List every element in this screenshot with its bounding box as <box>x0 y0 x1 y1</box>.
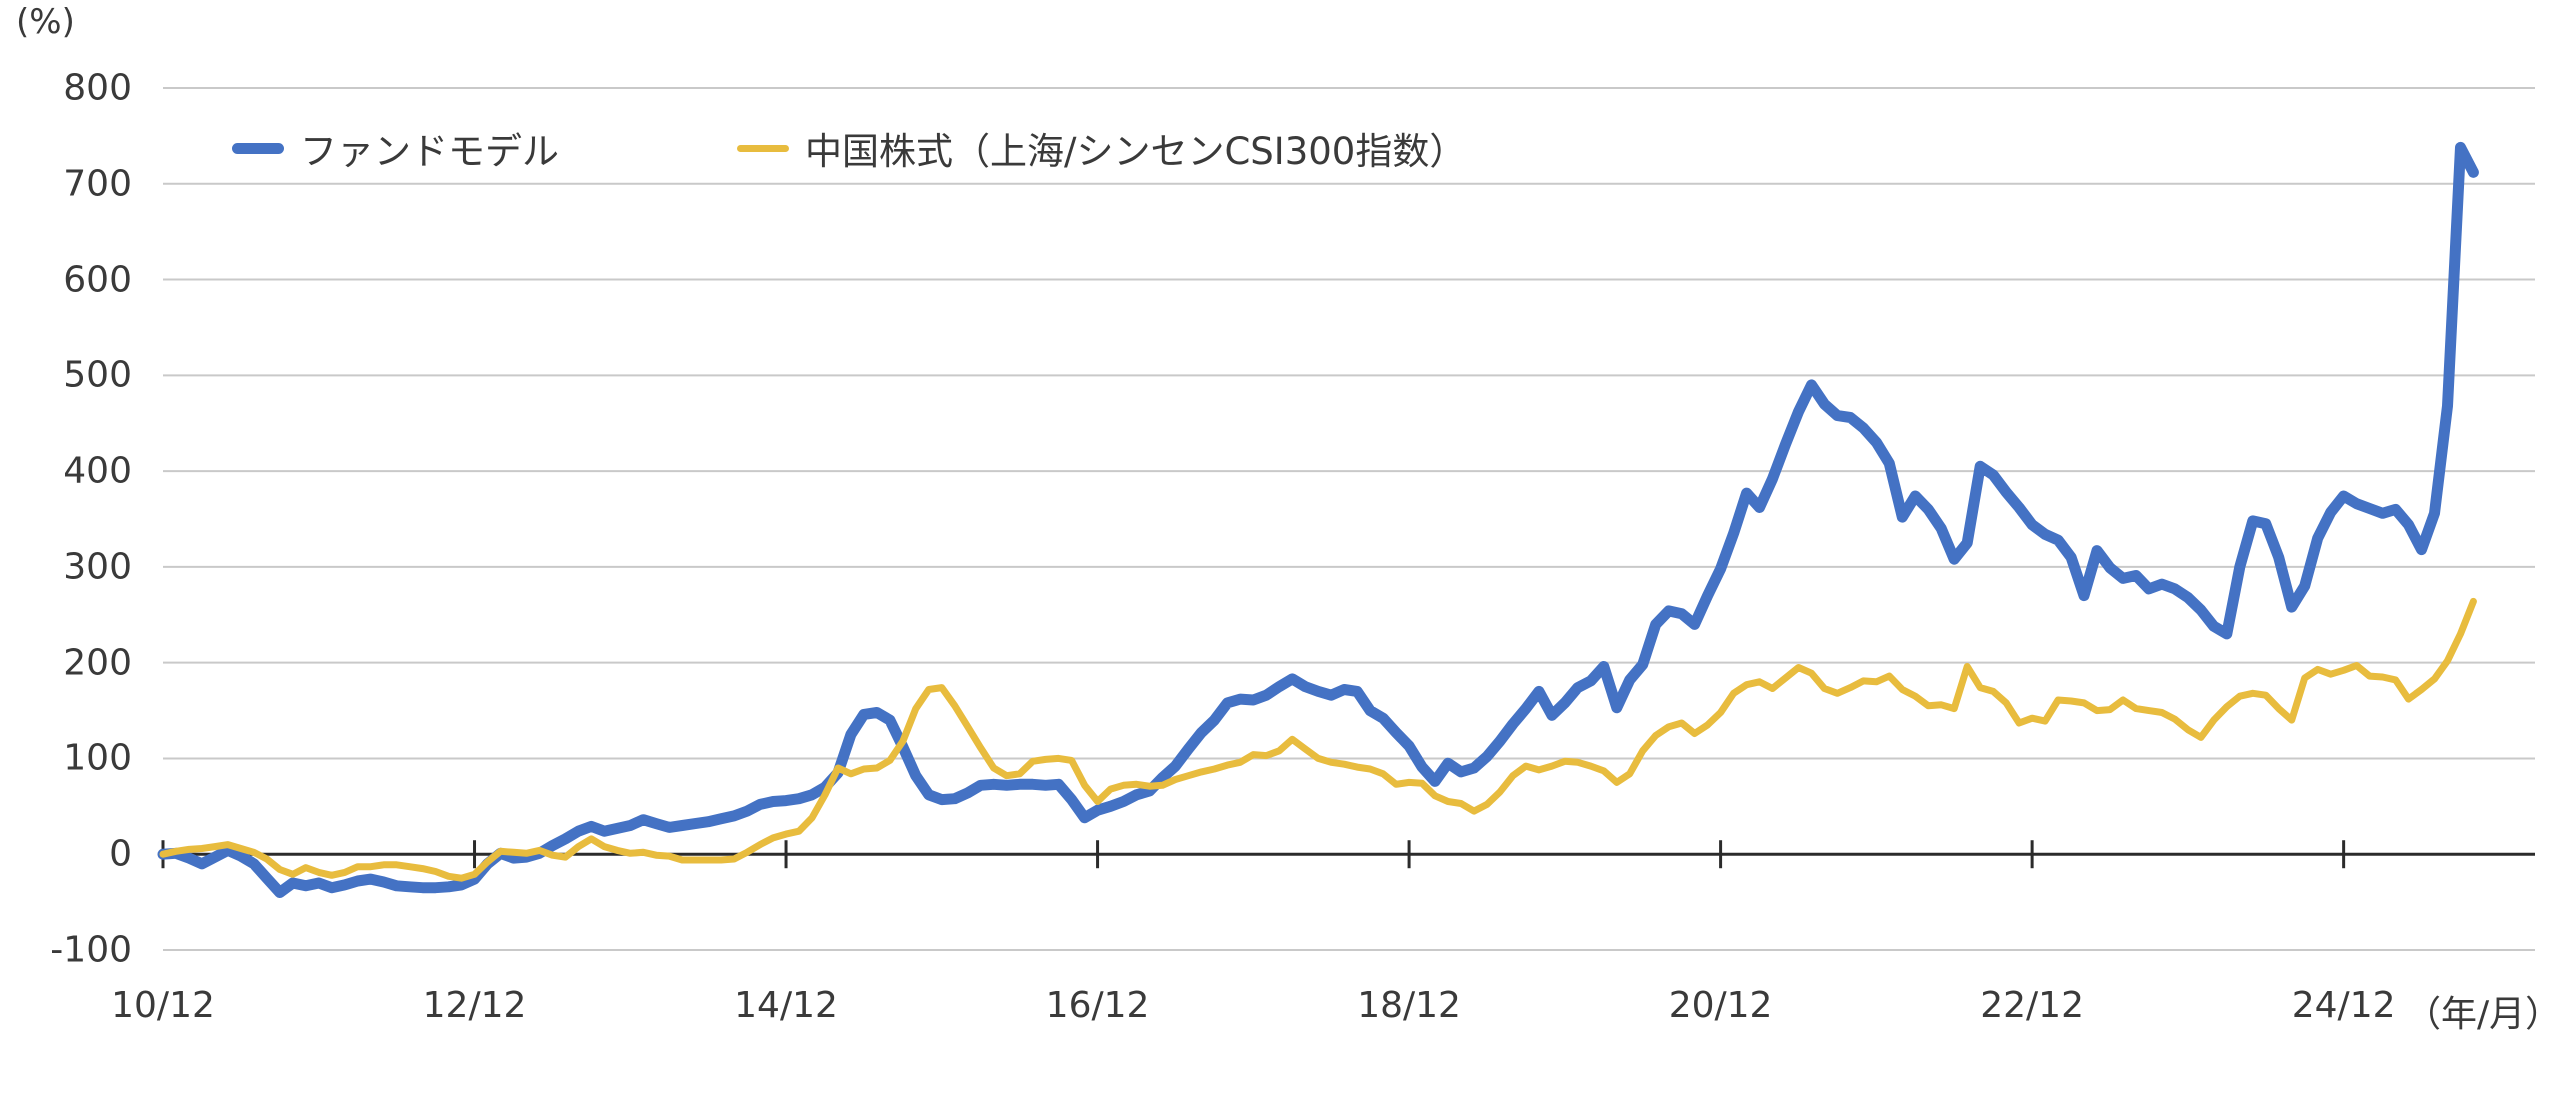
fund-model-line-swatch <box>232 142 284 154</box>
y-tick-label-700: 700 <box>63 163 132 205</box>
x-tick-label-20/12: 20/12 <box>1668 985 1773 1026</box>
legend-item-fund-model: ファンドモデル <box>232 120 559 176</box>
legend-item-csi300-index: 中国株式（上海/シンセンCSI300指数） <box>737 120 1466 176</box>
fund-model-legend-label: ファンドモデル <box>300 130 559 173</box>
x-tick-label-12/12: 12/12 <box>422 985 527 1026</box>
x-tick-label-24/12: 24/12 <box>2291 985 2396 1026</box>
y-tick-label-100: 100 <box>63 737 132 779</box>
y-axis-unit-label: (%) <box>16 2 75 42</box>
y-tick-label--100: -100 <box>50 929 132 971</box>
csi300-index-line <box>159 597 2477 882</box>
x-tick-label-18/12: 18/12 <box>1357 985 1461 1026</box>
fund-model-line <box>157 141 2479 898</box>
y-tick-label-800: 800 <box>63 67 132 109</box>
csi300-index-line-swatch <box>737 144 789 152</box>
y-tick-label-300: 300 <box>63 546 132 588</box>
y-tick-label-500: 500 <box>63 354 132 396</box>
y-tick-label-400: 400 <box>63 450 132 492</box>
y-tick-label-600: 600 <box>63 259 132 301</box>
x-tick-label-22/12: 22/12 <box>1980 985 2084 1026</box>
x-tick-label-16/12: 16/12 <box>1045 985 1150 1026</box>
x-tick-label-10/12: 10/12 <box>111 985 215 1026</box>
x-axis-unit-label: （年/月） <box>2405 994 2550 1035</box>
y-tick-label-200: 200 <box>63 642 132 684</box>
csi300-legend-label: 中国株式（上海/シンセンCSI300指数） <box>805 130 1467 173</box>
y-tick-label-0: 0 <box>109 833 132 875</box>
x-tick-label-14/12: 14/12 <box>734 985 838 1026</box>
